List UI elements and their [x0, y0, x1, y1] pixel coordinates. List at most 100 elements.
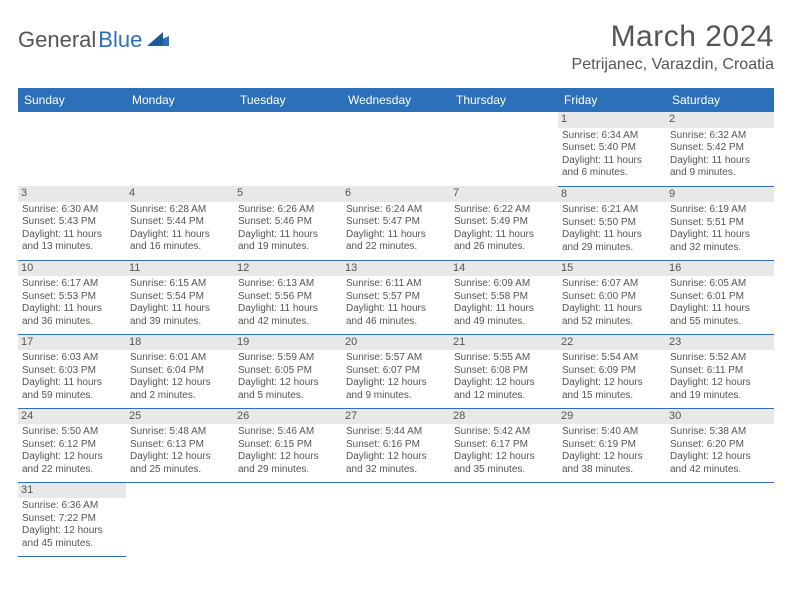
day-detail-line: Sunrise: 6:15 AM: [130, 278, 230, 291]
calendar-day-cell: 26Sunrise: 5:46 AMSunset: 6:15 PMDayligh…: [234, 408, 342, 482]
logo-text-general: General: [18, 27, 96, 53]
calendar-day-cell: 25Sunrise: 5:48 AMSunset: 6:13 PMDayligh…: [126, 408, 234, 482]
day-detail-line: Sunset: 6:04 PM: [130, 365, 230, 378]
calendar-week-row: 3Sunrise: 6:30 AMSunset: 5:43 PMDaylight…: [18, 186, 774, 260]
calendar-day-cell: 3Sunrise: 6:30 AMSunset: 5:43 PMDaylight…: [18, 186, 126, 260]
calendar-day-cell: 4Sunrise: 6:28 AMSunset: 5:44 PMDaylight…: [126, 186, 234, 260]
day-detail-line: Sunset: 6:07 PM: [346, 365, 446, 378]
day-details: Sunrise: 5:55 AMSunset: 6:08 PMDaylight:…: [454, 352, 554, 402]
calendar-header-row: SundayMondayTuesdayWednesdayThursdayFrid…: [18, 88, 774, 112]
day-detail-line: and 9 minutes.: [346, 390, 446, 403]
weekday-header: Saturday: [666, 88, 774, 112]
weekday-header: Sunday: [18, 88, 126, 112]
day-number: 1: [558, 112, 666, 128]
calendar-day-cell: [18, 112, 126, 186]
flag-icon: [147, 26, 169, 52]
day-number: 16: [666, 261, 774, 277]
day-detail-line: Sunrise: 6:03 AM: [22, 352, 122, 365]
calendar-day-cell: [342, 482, 450, 556]
day-number: 5: [234, 186, 342, 202]
day-detail-line: and 29 minutes.: [562, 242, 662, 255]
day-detail-line: Sunset: 6:03 PM: [22, 365, 122, 378]
day-detail-line: Sunset: 5:56 PM: [238, 291, 338, 304]
day-number: 11: [126, 261, 234, 277]
day-details: Sunrise: 6:34 AMSunset: 5:40 PMDaylight:…: [562, 130, 662, 180]
day-detail-line: Daylight: 11 hours: [562, 229, 662, 242]
day-details: Sunrise: 5:46 AMSunset: 6:15 PMDaylight:…: [238, 426, 338, 476]
calendar-day-cell: 8Sunrise: 6:21 AMSunset: 5:50 PMDaylight…: [558, 186, 666, 260]
day-detail-line: Sunrise: 6:34 AM: [562, 130, 662, 143]
day-detail-line: and 36 minutes.: [22, 316, 122, 329]
calendar-day-cell: 27Sunrise: 5:44 AMSunset: 6:16 PMDayligh…: [342, 408, 450, 482]
day-detail-line: Sunset: 6:11 PM: [670, 365, 770, 378]
calendar-day-cell: 11Sunrise: 6:15 AMSunset: 5:54 PMDayligh…: [126, 260, 234, 334]
calendar-week-row: 1 Sunrise: 6:34 AMSunset: 5:40 PMDaylight…: [18, 112, 774, 186]
calendar-day-cell: 17Sunrise: 6:03 AMSunset: 6:03 PMDayligh…: [18, 334, 126, 408]
day-detail-line: Sunrise: 6:05 AM: [670, 278, 770, 291]
day-detail-line: Sunset: 5:42 PM: [670, 142, 770, 155]
day-detail-line: Sunrise: 6:19 AM: [670, 204, 770, 217]
day-detail-line: and 32 minutes.: [670, 242, 770, 255]
day-detail-line: Sunrise: 5:38 AM: [670, 426, 770, 439]
day-number: 15: [558, 261, 666, 277]
day-detail-line: Daylight: 12 hours: [22, 525, 122, 538]
day-detail-line: and 59 minutes.: [22, 390, 122, 403]
day-details: Sunrise: 6:22 AMSunset: 5:49 PMDaylight:…: [454, 204, 554, 254]
day-detail-line: Sunset: 5:44 PM: [130, 216, 230, 229]
day-number: 2: [666, 112, 774, 128]
day-number: 10: [18, 261, 126, 277]
calendar-day-cell: 22Sunrise: 5:54 AMSunset: 6:09 PMDayligh…: [558, 334, 666, 408]
calendar-day-cell: [234, 112, 342, 186]
day-number: 31: [18, 483, 126, 499]
day-detail-line: Sunrise: 6:13 AM: [238, 278, 338, 291]
calendar-day-cell: [342, 112, 450, 186]
calendar-day-cell: 29Sunrise: 5:40 AMSunset: 6:19 PMDayligh…: [558, 408, 666, 482]
day-detail-line: and 49 minutes.: [454, 316, 554, 329]
day-details: Sunrise: 6:32 AMSunset: 5:42 PMDaylight:…: [670, 130, 770, 180]
day-detail-line: Daylight: 11 hours: [562, 303, 662, 316]
day-detail-line: Daylight: 12 hours: [670, 377, 770, 390]
day-detail-line: Sunset: 6:08 PM: [454, 365, 554, 378]
day-detail-line: Sunrise: 5:44 AM: [346, 426, 446, 439]
day-number: 14: [450, 261, 558, 277]
day-detail-line: Daylight: 11 hours: [22, 377, 122, 390]
day-detail-line: Sunrise: 5:59 AM: [238, 352, 338, 365]
day-detail-line: Sunrise: 5:42 AM: [454, 426, 554, 439]
weekday-header: Monday: [126, 88, 234, 112]
day-detail-line: Sunset: 6:05 PM: [238, 365, 338, 378]
calendar-day-cell: [234, 482, 342, 556]
day-detail-line: Sunset: 5:46 PM: [238, 216, 338, 229]
calendar-day-cell: 14Sunrise: 6:09 AMSunset: 5:58 PMDayligh…: [450, 260, 558, 334]
logo: GeneralBlue: [18, 26, 169, 54]
day-detail-line: Sunset: 5:54 PM: [130, 291, 230, 304]
day-details: Sunrise: 6:11 AMSunset: 5:57 PMDaylight:…: [346, 278, 446, 328]
day-details: Sunrise: 6:07 AMSunset: 6:00 PMDaylight:…: [562, 278, 662, 328]
day-detail-line: Sunset: 6:01 PM: [670, 291, 770, 304]
day-detail-line: and 46 minutes.: [346, 316, 446, 329]
day-details: Sunrise: 6:17 AMSunset: 5:53 PMDaylight:…: [22, 278, 122, 328]
day-detail-line: Sunrise: 6:17 AM: [22, 278, 122, 291]
day-details: Sunrise: 6:01 AMSunset: 6:04 PMDaylight:…: [130, 352, 230, 402]
day-details: Sunrise: 5:40 AMSunset: 6:19 PMDaylight:…: [562, 426, 662, 476]
day-detail-line: and 9 minutes.: [670, 167, 770, 180]
day-number: 30: [666, 409, 774, 425]
day-details: Sunrise: 6:26 AMSunset: 5:46 PMDaylight:…: [238, 204, 338, 254]
day-number: 25: [126, 409, 234, 425]
day-detail-line: and 29 minutes.: [238, 464, 338, 477]
day-details: Sunrise: 6:19 AMSunset: 5:51 PMDaylight:…: [670, 204, 770, 254]
day-detail-line: and 25 minutes.: [130, 464, 230, 477]
day-details: Sunrise: 6:15 AMSunset: 5:54 PMDaylight:…: [130, 278, 230, 328]
day-number: 3: [18, 186, 126, 202]
day-detail-line: Daylight: 11 hours: [670, 229, 770, 242]
day-detail-line: Sunrise: 6:01 AM: [130, 352, 230, 365]
day-detail-line: and 32 minutes.: [346, 464, 446, 477]
calendar-week-row: 24Sunrise: 5:50 AMSunset: 6:12 PMDayligh…: [18, 408, 774, 482]
location: Petrijanec, Varazdin, Croatia: [572, 56, 774, 74]
day-number: 22: [558, 335, 666, 351]
day-detail-line: and 19 minutes.: [238, 241, 338, 254]
day-detail-line: Daylight: 12 hours: [238, 377, 338, 390]
day-number: 24: [18, 409, 126, 425]
day-detail-line: and 22 minutes.: [22, 464, 122, 477]
day-detail-line: Sunset: 6:09 PM: [562, 365, 662, 378]
calendar-day-cell: 30Sunrise: 5:38 AMSunset: 6:20 PMDayligh…: [666, 408, 774, 482]
